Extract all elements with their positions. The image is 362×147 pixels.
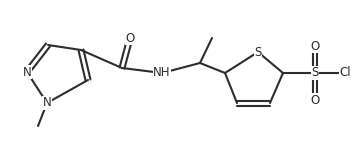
Text: S: S [254, 46, 262, 59]
Text: N: N [43, 96, 51, 110]
Text: N: N [22, 66, 31, 78]
Text: NH: NH [153, 66, 171, 80]
Text: O: O [125, 31, 135, 45]
Text: O: O [310, 93, 320, 106]
Text: Cl: Cl [339, 66, 351, 80]
Text: S: S [311, 66, 319, 80]
Text: O: O [310, 40, 320, 52]
